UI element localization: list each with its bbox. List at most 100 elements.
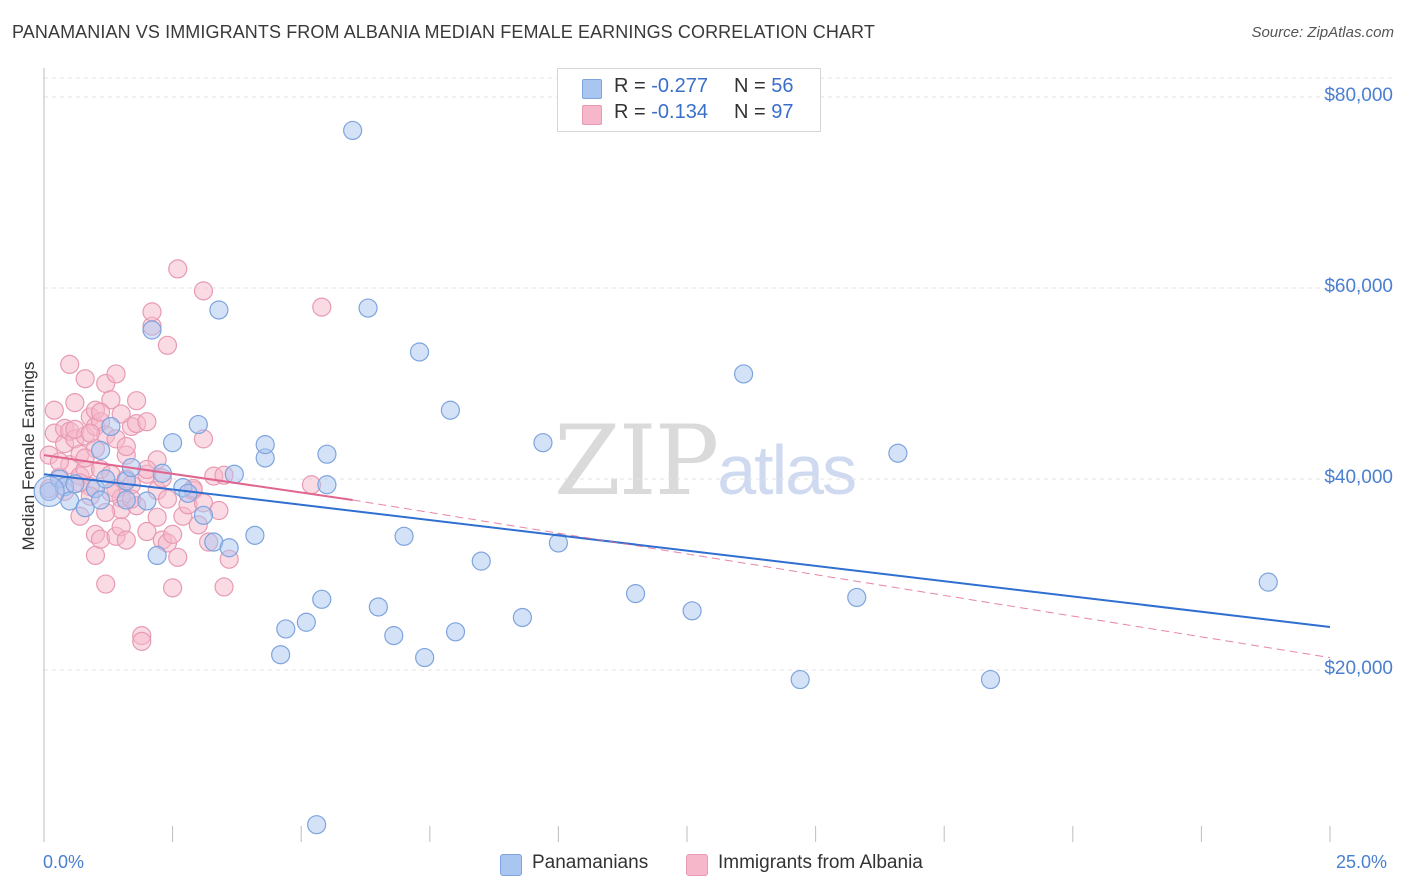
point-albania (214, 577, 234, 597)
y-tick-label: $20,000 (1324, 658, 1393, 679)
point-panamanian (296, 612, 316, 632)
point-albania (111, 404, 131, 424)
legend-swatch (686, 854, 708, 876)
y-axis-label: Median Female Earnings (19, 361, 38, 551)
point-panamanian (209, 300, 229, 320)
point-panamanian (224, 464, 244, 484)
point-albania (65, 393, 85, 413)
point-panamanian (75, 498, 95, 518)
n-value: 56 (771, 75, 794, 97)
chart-source: Source: ZipAtlas.com (1251, 24, 1394, 41)
point-panamanian (445, 622, 466, 642)
point-panamanian (255, 435, 275, 455)
legend-label: Immigrants from Albania (718, 852, 923, 873)
point-panamanian (409, 342, 430, 362)
point-panamanian (101, 416, 121, 437)
point-albania (75, 369, 95, 389)
y-tick-label: $40,000 (1324, 467, 1393, 488)
point-panamanian (682, 601, 702, 621)
stats-swatch (582, 79, 602, 99)
stats-box: R = -0.277 N = 56 R = -0.134 N = 97 (557, 68, 821, 132)
point-albania (85, 545, 106, 566)
point-albania (312, 297, 332, 317)
watermark: ZIPatlas (554, 405, 857, 517)
point-panamanian (116, 490, 136, 510)
point-panamanian (1258, 572, 1278, 592)
point-panamanian (142, 320, 162, 340)
point-panamanian (343, 120, 363, 141)
point-panamanian (394, 526, 414, 546)
watermark-atlas: atlas (717, 431, 857, 509)
point-panamanian (245, 525, 265, 545)
point-albania (116, 436, 136, 457)
point-albania (80, 423, 100, 443)
point-albania (126, 391, 147, 411)
r-value: -0.277 (651, 75, 708, 97)
point-panamanian (733, 364, 754, 384)
point-panamanian (312, 589, 332, 609)
point-panamanian (137, 491, 157, 511)
point-albania (137, 412, 157, 432)
n-label: N = (734, 75, 772, 97)
point-albania (157, 489, 178, 509)
point-panamanian (307, 815, 327, 835)
point-panamanian (276, 619, 296, 639)
point-panamanian (512, 607, 532, 628)
point-panamanian (440, 400, 460, 420)
point-panamanian (271, 645, 291, 665)
point-panamanian (90, 490, 111, 510)
point-panamanian (980, 669, 1001, 690)
point-panamanian (888, 443, 908, 463)
r-label: R = (614, 75, 652, 97)
point-panamanian (219, 538, 239, 558)
point-albania (137, 521, 157, 542)
r-value: -0.134 (651, 101, 708, 123)
watermark-zip: ZIP (554, 405, 719, 517)
point-albania (96, 574, 116, 594)
point-panamanian (548, 533, 569, 553)
y-tick-label: $60,000 (1324, 276, 1393, 297)
y-tick-label: $80,000 (1324, 85, 1393, 106)
point-albania (157, 335, 178, 355)
n-label: N = (734, 101, 772, 123)
point-albania (147, 507, 167, 527)
point-panamanian (178, 483, 198, 503)
point-panamanian (358, 298, 378, 318)
point-panamanian (790, 669, 810, 690)
point-panamanian (147, 545, 167, 566)
point-albania (168, 259, 188, 279)
point-panamanian (625, 583, 646, 604)
trend-line-albania-extension (352, 499, 1331, 659)
point-albania (90, 402, 111, 422)
point-panamanian (33, 475, 65, 508)
point-albania (193, 281, 214, 301)
stats-swatch (582, 105, 602, 125)
chart-title: PANAMANIAN VS IMMIGRANTS FROM ALBANIA ME… (12, 22, 875, 42)
point-panamanian (415, 647, 435, 668)
point-albania (163, 524, 183, 544)
point-albania (106, 364, 126, 384)
trend-line-albania (43, 454, 353, 501)
r-label: R = (614, 101, 652, 123)
point-albania (44, 400, 64, 420)
legend-label: Panamanians (532, 852, 649, 873)
point-albania (101, 390, 121, 410)
point-albania (142, 302, 162, 322)
point-panamanian (368, 597, 388, 617)
point-panamanian (317, 444, 337, 464)
point-albania (163, 578, 183, 598)
point-albania (168, 547, 188, 567)
point-panamanian (90, 440, 111, 460)
point-albania (132, 631, 152, 651)
point-albania (60, 354, 80, 374)
x-tick-label: 0.0% (43, 852, 85, 872)
point-panamanian (96, 469, 116, 489)
point-panamanian (384, 626, 404, 646)
point-panamanian (188, 414, 208, 435)
point-albania (116, 530, 136, 550)
trend-line-panamanians (43, 473, 1331, 629)
point-panamanian (193, 505, 214, 525)
n-value: 97 (771, 101, 794, 123)
point-panamanian (317, 475, 337, 495)
